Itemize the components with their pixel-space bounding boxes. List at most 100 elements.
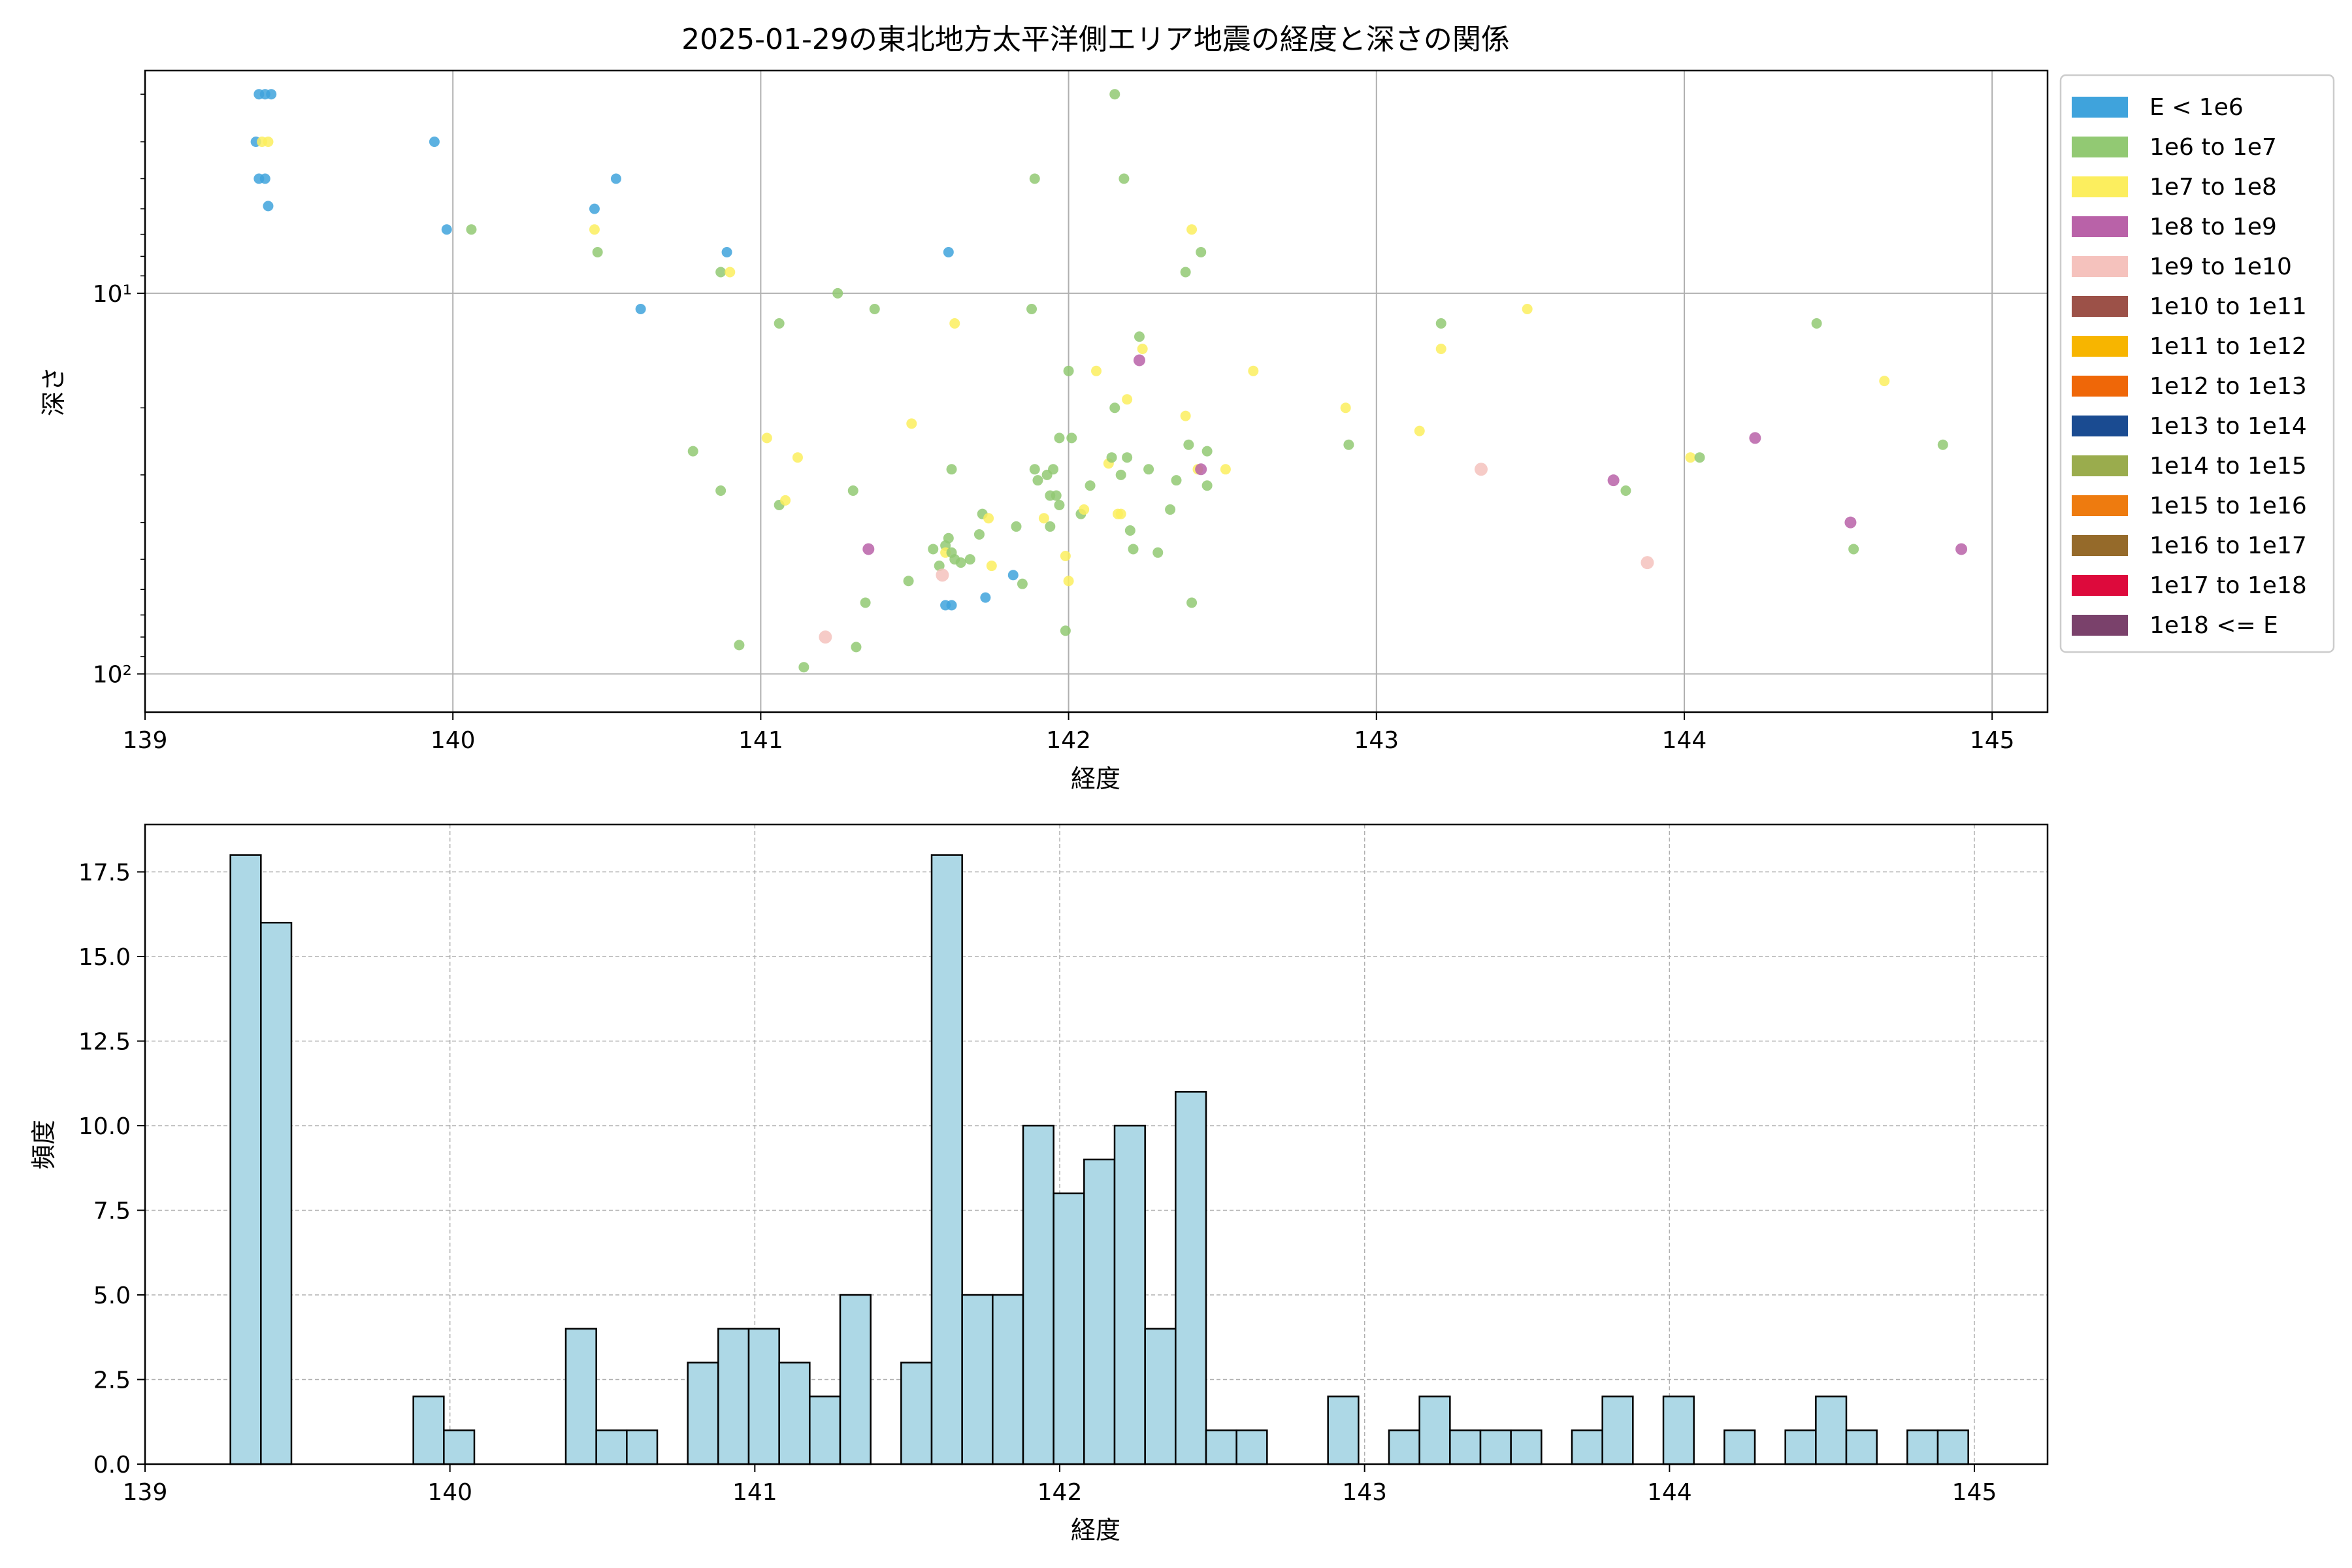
scatter-point bbox=[1955, 543, 1968, 555]
scatter-point bbox=[1248, 365, 1259, 376]
scatter-point bbox=[263, 201, 274, 212]
scatter-point bbox=[936, 568, 949, 582]
histogram-xtick-label: 142 bbox=[1037, 1479, 1083, 1506]
scatter-point bbox=[955, 557, 966, 568]
histogram-xlabel: 経度 bbox=[1071, 1516, 1120, 1544]
histogram-ticks: 139 140 141 142 143 144 145 0.0 2.5 5.0 7.5 10.0 12.… bbox=[78, 860, 1997, 1506]
legend-label: 1e10 to 1e11 bbox=[2149, 293, 2307, 320]
scatter-point bbox=[1038, 513, 1049, 524]
histogram-bar bbox=[1053, 1192, 1085, 1465]
scatter-point bbox=[1054, 433, 1065, 444]
histogram-ytick-label: 15.0 bbox=[78, 944, 131, 971]
scatter-point bbox=[761, 433, 772, 444]
scatter-xtick-label: 143 bbox=[1354, 727, 1399, 754]
legend-swatch bbox=[2072, 376, 2128, 397]
scatter-point bbox=[862, 543, 875, 555]
scatter-point bbox=[1122, 452, 1133, 463]
scatter-point bbox=[1180, 267, 1191, 278]
scatter-point bbox=[1115, 508, 1126, 519]
histogram-bar bbox=[1175, 1090, 1207, 1465]
histogram-ytick-label: 10.0 bbox=[78, 1113, 131, 1140]
histogram-xtick-label: 144 bbox=[1647, 1479, 1692, 1506]
legend-label: E < 1e6 bbox=[2149, 94, 2244, 121]
scatter-point bbox=[1937, 439, 1948, 450]
scatter-point bbox=[1032, 475, 1043, 486]
scatter-point bbox=[1685, 452, 1696, 463]
scatter-xtick-label: 144 bbox=[1662, 727, 1707, 754]
legend-label: 1e16 to 1e17 bbox=[2149, 532, 2307, 559]
legend-swatch bbox=[2072, 296, 2128, 317]
scatter-point bbox=[1106, 452, 1117, 463]
scatter-point bbox=[774, 318, 785, 329]
scatter-point bbox=[1152, 547, 1164, 558]
scatter-point bbox=[687, 446, 698, 457]
scatter-point bbox=[1474, 463, 1488, 476]
histogram-bar bbox=[717, 1328, 750, 1465]
histogram-bar bbox=[900, 1362, 933, 1465]
scatter-point bbox=[1029, 173, 1040, 184]
scatter-point bbox=[1048, 464, 1059, 475]
scatter-ylabel: 深さ bbox=[39, 367, 68, 416]
scatter-point bbox=[1029, 464, 1040, 475]
histogram-bar bbox=[778, 1362, 811, 1465]
scatter-title: 2025-01-29の東北地方太平洋側エリア地震の経度と深さの関係 bbox=[681, 23, 1510, 56]
scatter-point bbox=[1694, 452, 1705, 463]
histogram-bar bbox=[1083, 1158, 1116, 1465]
scatter-point bbox=[980, 592, 991, 603]
scatter-point bbox=[1196, 246, 1207, 257]
scatter-point bbox=[589, 203, 600, 214]
histogram-bar bbox=[1845, 1429, 1878, 1465]
scatter-point bbox=[869, 303, 880, 314]
scatter-point bbox=[1054, 499, 1065, 510]
histogram-ytick-label: 5.0 bbox=[93, 1282, 131, 1309]
histogram-bar bbox=[839, 1294, 872, 1465]
histogram-bar bbox=[626, 1429, 659, 1465]
scatter-points bbox=[250, 89, 1968, 673]
histogram-bar bbox=[1205, 1429, 1237, 1465]
histogram-chart: 139 140 141 142 143 144 145 0.0 2.5 5.0 7.5 10.0 12.… bbox=[29, 823, 2049, 1544]
scatter-point bbox=[1066, 433, 1077, 444]
scatter-point bbox=[1171, 475, 1182, 486]
legend-swatch bbox=[2072, 137, 2128, 157]
histogram-bar bbox=[1327, 1396, 1360, 1465]
scatter-point bbox=[903, 576, 914, 587]
histogram-ytick-label: 2.5 bbox=[93, 1367, 131, 1394]
scatter-ticks: 139 140 141 142 143 144 145 10¹ 10² bbox=[93, 93, 2015, 754]
histogram-bar bbox=[1113, 1124, 1146, 1465]
legend-label: 1e13 to 1e14 bbox=[2149, 413, 2307, 440]
scatter-point bbox=[1435, 318, 1446, 329]
scatter-point bbox=[1137, 344, 1148, 355]
scatter-point bbox=[1115, 469, 1126, 480]
scatter-point bbox=[1343, 439, 1354, 450]
scatter-point bbox=[964, 554, 975, 565]
scatter-point bbox=[715, 267, 727, 278]
histogram-bar bbox=[1906, 1429, 1939, 1465]
scatter-point bbox=[1134, 331, 1145, 342]
scatter-chart: 2025-01-29の東北地方太平洋側エリア地震の経度と深さの関係 139 140… bbox=[39, 23, 2335, 793]
histogram-ytick-label: 17.5 bbox=[78, 860, 131, 887]
legend-label: 1e9 to 1e10 bbox=[2149, 253, 2292, 280]
histogram-bar bbox=[1601, 1396, 1634, 1465]
scatter-point bbox=[466, 224, 477, 235]
histogram-ytick-label: 0.0 bbox=[93, 1452, 131, 1478]
scatter-point bbox=[1017, 578, 1028, 589]
scatter-point bbox=[734, 640, 745, 651]
legend-frame bbox=[2059, 74, 2335, 653]
histogram-bar bbox=[1235, 1429, 1268, 1465]
histogram-bar bbox=[564, 1328, 597, 1465]
scatter-point bbox=[1183, 439, 1194, 450]
scatter-point bbox=[1007, 570, 1019, 581]
histogram-bar bbox=[412, 1396, 445, 1465]
legend-label: 1e6 to 1e7 bbox=[2149, 134, 2277, 161]
scatter-point bbox=[1186, 224, 1198, 235]
histogram-ytick-label: 12.5 bbox=[78, 1029, 131, 1056]
scatter-point bbox=[429, 137, 440, 148]
scatter-point bbox=[589, 224, 600, 235]
scatter-point bbox=[792, 452, 803, 463]
scatter-point bbox=[259, 173, 270, 184]
scatter-point bbox=[1128, 544, 1139, 555]
legend-swatch bbox=[2072, 416, 2128, 436]
legend-swatch bbox=[2072, 575, 2128, 596]
scatter-point bbox=[860, 597, 871, 608]
scatter-point bbox=[1201, 480, 1213, 491]
